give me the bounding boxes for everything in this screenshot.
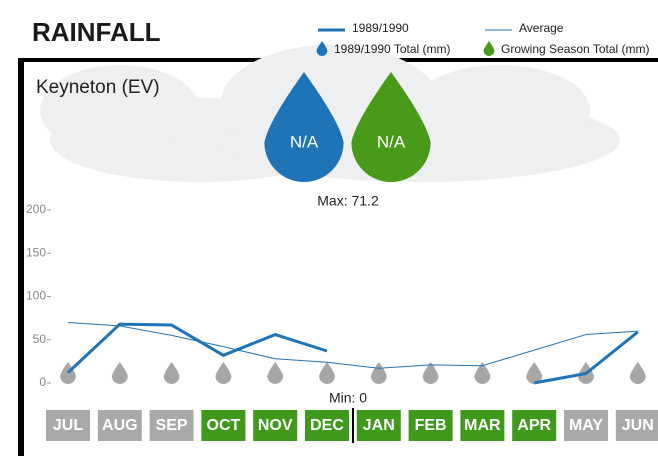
title: RAINFALL [32,17,161,47]
x-tick-label: APR [517,417,551,434]
y-tick-label: 100 [26,289,46,303]
y-tick-label: 0 [39,375,46,389]
x-tick-label: OCT [207,417,241,434]
x-tick-label: FEB [415,417,447,434]
x-tick-label: JAN [363,417,395,434]
location: Keyneton (EV) [36,77,160,98]
min-label: Min: 0 [329,390,367,406]
max-label: Max: 71.2 [317,193,379,209]
x-tick-label: MAY [569,417,603,434]
legend-label: Average [519,21,564,35]
x-tick-label: NOV [258,417,293,434]
y-tick-label: 50 [33,332,47,346]
x-tick-label: SEP [156,417,188,434]
frame-left [18,58,24,456]
y-tick-label: 150 [26,245,46,259]
total-value: N/A [290,132,319,151]
y-tick-label: 200 [26,202,46,216]
x-tick-label: JUN [622,417,654,434]
legend-label: 1989/1990 [352,21,409,35]
x-tick-label: MAR [464,417,501,434]
total-value: N/A [377,132,406,151]
legend-label: Growing Season Total (mm) [501,42,650,56]
x-tick-label: JUL [53,417,83,434]
x-tick-label: AUG [102,417,138,434]
rainfall-widget: RAINFALL Keyneton (EV) Max: 71.2 Min: 0 … [0,0,658,456]
legend-label: 1989/1990 Total (mm) [334,42,451,56]
x-tick-label: DEC [310,417,344,434]
